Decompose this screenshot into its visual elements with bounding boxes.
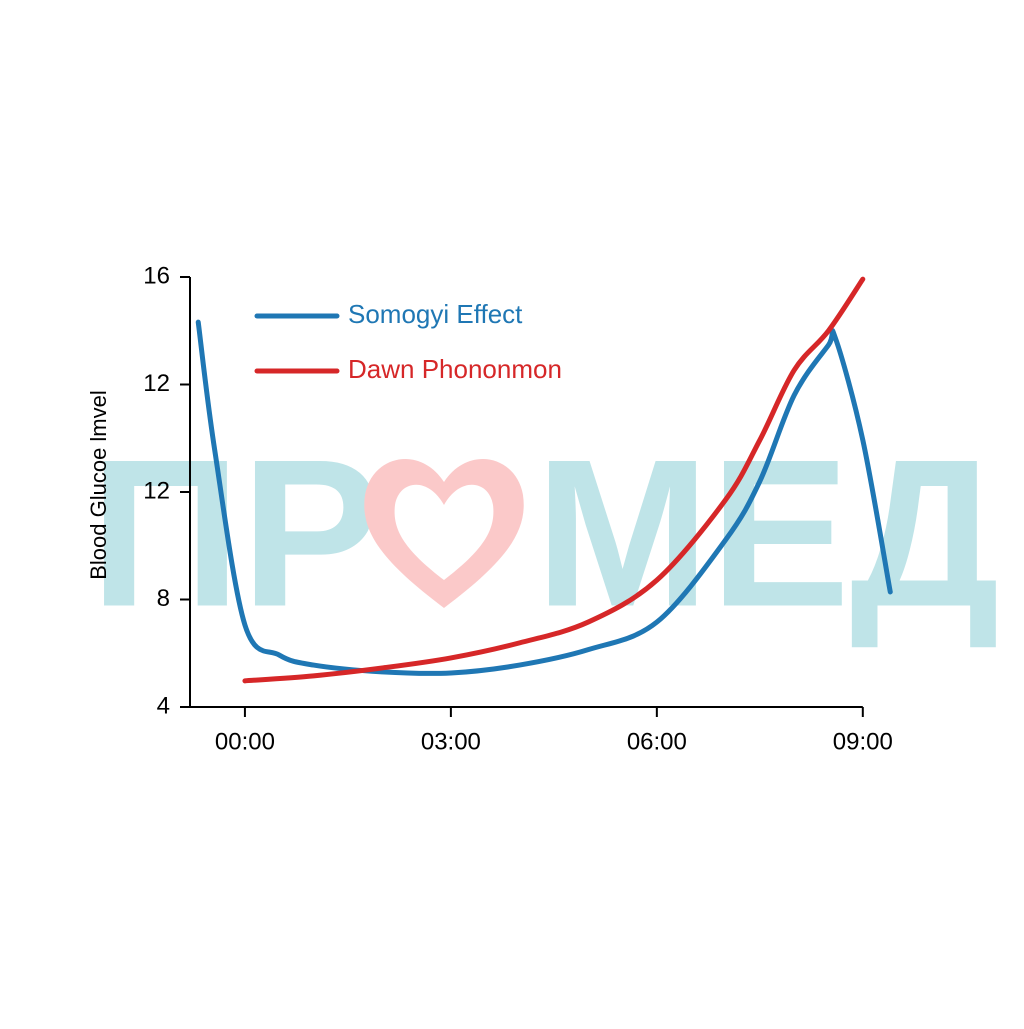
series-line — [195, 319, 893, 676]
watermark-heart — [364, 458, 524, 608]
x-tick-label: 06:00 — [627, 728, 687, 755]
watermark: ПР МЕД — [90, 415, 1000, 650]
legend-label: Dawn Phononmon — [348, 354, 562, 384]
y-tick-label: 16 — [143, 262, 170, 289]
x-tick-label: 00:00 — [215, 728, 275, 755]
watermark-text: ПР — [90, 415, 381, 650]
x-tick-label: 03:00 — [421, 728, 481, 755]
y-axis-label: Blood Glucoe lmvel — [86, 390, 111, 580]
legend-label: Somogyi Effect — [348, 299, 523, 329]
y-tick-label: 4 — [157, 692, 170, 719]
y-tick-label: 8 — [157, 585, 170, 612]
series-line — [242, 276, 866, 684]
x-tick-label: 09:00 — [833, 728, 893, 755]
y-tick-label: 12 — [143, 370, 170, 397]
y-tick-label: 12 — [143, 477, 170, 504]
